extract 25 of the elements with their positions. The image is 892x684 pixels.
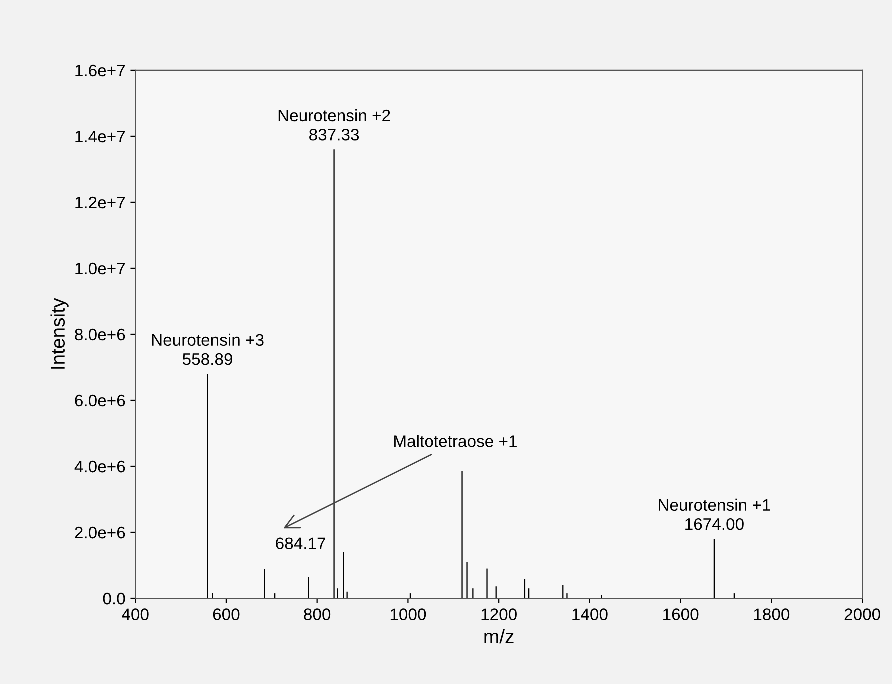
x-tick-label: 1600 [664,608,699,620]
annotation: Neurotensin +1 1674.00 [659,498,770,530]
y-tick-label: 0.0 [103,592,126,605]
y-axis-title: Intensity [50,298,69,369]
x-tick-label: 800 [304,608,331,620]
annotation: Neurotensin +3 558.89 [152,334,264,366]
x-tick-label: 1000 [390,608,426,620]
y-tick-label: 6.0e+6 [75,394,126,407]
y-tick-label: 1.4e+7 [76,131,126,143]
x-tick-label: 400 [122,608,149,620]
y-tick-label: 4.0e+6 [74,460,126,473]
annotation: Neurotensin +2 837.33 [278,109,390,141]
y-tick-label: 1.2e+7 [76,196,126,209]
y-tick-label: 1.0e+7 [76,262,126,275]
y-tick-label: 2.0e+6 [75,526,126,539]
annotation: 684.17 [276,538,326,550]
x-tick-label: 1400 [572,608,608,620]
y-tick-label: 8.0e+6 [75,328,126,341]
x-tick-label: 1800 [754,608,790,620]
x-axis-title: m/z [484,629,514,644]
x-tick-label: 2000 [844,608,880,620]
x-tick-label: 1200 [482,608,517,620]
annotation: Maltotetraose +1 [394,435,517,448]
x-tick-label: 600 [213,608,240,620]
y-tick-label: 1.6e+7 [76,64,126,77]
